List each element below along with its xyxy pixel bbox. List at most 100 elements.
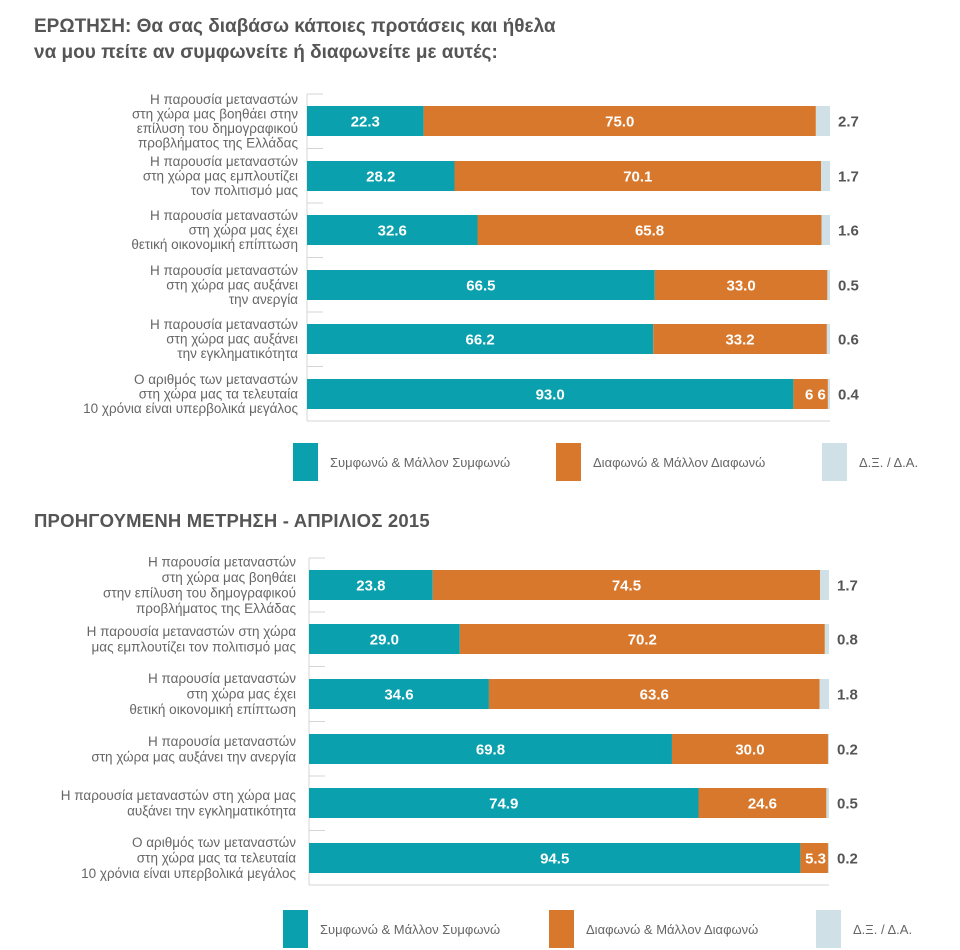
data-label-agree: 74.9 xyxy=(489,796,518,813)
bar-row: Η παρουσία μεταναστών στη χώρα μας αυξάνε… xyxy=(150,263,859,307)
category-label-line: 10 χρόνια είναι υπερβολικά μεγάλος xyxy=(81,866,296,881)
bar-segment-dk xyxy=(827,270,830,300)
bar-segment-disagree xyxy=(432,570,821,600)
data-label-dk: 0.6 xyxy=(838,332,859,349)
data-label-dk: 0.4 xyxy=(838,387,860,404)
bar-segment-disagree xyxy=(459,624,825,654)
category-label-line: στην επίλυση του δημογραφικού xyxy=(103,585,296,600)
category-label-line: Η παρουσία μεταναστών xyxy=(150,208,298,223)
data-label-agree: 69.8 xyxy=(476,742,505,759)
category-label-line: Ο αριθμός των μεταναστών xyxy=(134,372,298,387)
legend-item-dk: Δ.Ξ. / Δ.Α. xyxy=(822,443,918,481)
bar-segment-agree xyxy=(307,270,655,300)
category-label: Η παρουσία μεταναστών στη χώρα μας έχει θε… xyxy=(131,208,298,252)
bar-row: Η παρουσία μεταναστών στη χώρα μας αυξάνε… xyxy=(91,734,857,765)
category-label: Η παρουσία μεταναστών στη χώρα μας εμπλου… xyxy=(87,624,297,655)
bar-segment-disagree xyxy=(698,788,827,818)
legend-label-disagree: Διαφωνώ & Μάλλον Διαφωνώ xyxy=(586,921,759,937)
bar-segment-dk xyxy=(824,624,829,654)
bar-segment-dk xyxy=(815,106,830,136)
category-label: Η παρουσία μεταναστών στη χώρα μας αυξάνε… xyxy=(61,788,297,819)
category-label: Η παρουσία μεταναστών στη χώρα μας βοηθάε… xyxy=(132,92,299,151)
bar-segment-disagree xyxy=(671,734,828,764)
data-label-agree: 22.3 xyxy=(351,114,380,131)
data-label-dk: 0.5 xyxy=(837,796,858,813)
bar-segment-agree xyxy=(309,734,672,764)
bar-row: Η παρουσία μεταναστών στη χώρα μας έχει θε… xyxy=(131,208,859,252)
bar-segment-agree xyxy=(309,570,433,600)
category-label: Η παρουσία μεταναστών στη χώρα μας αυξάνε… xyxy=(150,263,298,307)
data-label-dk: 0.5 xyxy=(838,278,859,295)
bar-segment-dk xyxy=(821,161,830,191)
bar-row: Η παρουσία μεταναστών στη χώρα μας βοηθάε… xyxy=(103,554,858,616)
legend-item-agree: Συμφωνώ & Μάλλον Συμφωνώ xyxy=(293,443,510,481)
category-label-line: Η παρουσία μεταναστών xyxy=(148,554,296,569)
data-label-agree: 66.2 xyxy=(466,332,495,349)
question-title-line-2: να μου πείτε αν συμφωνείτε ή διαφωνείτε … xyxy=(34,42,498,63)
data-label-agree: 28.2 xyxy=(366,169,395,186)
category-label-line: προβλήματος της Ελλάδας xyxy=(138,135,299,150)
data-label-agree: 34.6 xyxy=(384,687,413,704)
category-label-line: επίλυση του δημογραφικού xyxy=(137,121,298,136)
bar-segment-agree xyxy=(309,788,699,818)
category-label-line: την ανεργία xyxy=(229,292,298,307)
category-label-line: Η παρουσία μεταναστών xyxy=(150,317,298,332)
category-label-line: Η παρουσία μεταναστών xyxy=(148,671,296,686)
data-label-disagree: 65.8 xyxy=(635,223,664,240)
bar-row: Ο αριθμός των μεταναστών στη χώρα μας τα … xyxy=(83,372,859,416)
data-label-dk: 1.7 xyxy=(837,578,858,595)
bar-row: Η παρουσία μεταναστών στη χώρα μας έχει θε… xyxy=(129,671,858,717)
category-label-line: Ο αριθμός των μεταναστών xyxy=(132,835,296,850)
previous-measurement-title: ΠΡΟΗΓΟΥΜΕΝΗ ΜΕΤΡΗΣΗ - ΑΠΡΙΛΙΟΣ 2015 xyxy=(34,510,430,531)
bar-segment-dk xyxy=(821,215,830,245)
category-label-line: στη χώρα μας αυξάνει xyxy=(166,332,298,347)
category-label-line: τον πολιτισμό μας xyxy=(191,183,299,198)
data-label-dk: 2.7 xyxy=(838,114,859,131)
bar-segment-agree xyxy=(309,624,460,654)
bar-segment-dk xyxy=(819,679,829,709)
bar-segment-agree xyxy=(309,843,801,873)
legend-current: Συμφωνώ & Μάλλον Συμφωνώ Διαφωνώ & Μάλλο… xyxy=(0,443,960,483)
legend-swatch-agree xyxy=(283,910,308,948)
data-label-disagree: 70.2 xyxy=(628,632,657,649)
bar-segment-dk xyxy=(826,324,830,354)
data-label-disagree: 33.2 xyxy=(725,332,754,349)
category-label-line: την εγκληματικότητα xyxy=(177,346,298,361)
data-label-agree: 29.0 xyxy=(370,632,399,649)
category-label-line: Η παρουσία μεταναστών xyxy=(150,154,298,169)
category-label: Η παρουσία μεταναστών στη χώρα μας αυξάνε… xyxy=(91,734,296,765)
legend-label-agree: Συμφωνώ & Μάλλον Συμφωνώ xyxy=(320,921,501,937)
category-label-line: στη χώρα μας τα τελευταία xyxy=(139,387,298,402)
bar-segment-disagree xyxy=(477,215,822,245)
data-label-dk: 0.8 xyxy=(837,632,858,649)
bar-segment-agree xyxy=(309,679,489,709)
bar-segment-disagree xyxy=(488,679,820,709)
legend-label-dk: Δ.Ξ. / Δ.Α. xyxy=(859,454,919,470)
data-label-dk: 1.6 xyxy=(838,223,859,240)
category-label-line: προβλήματος της Ελλάδας xyxy=(136,601,297,616)
legend-previous: Συμφωνώ & Μάλλον Συμφωνώ Διαφωνώ & Μάλλο… xyxy=(0,910,960,950)
category-label-line: στη χώρα μας βοηθάει xyxy=(162,570,296,585)
category-label-line: Η παρουσία μεταναστών στη χώρα xyxy=(87,624,297,639)
category-label-line: Η παρουσία μεταναστών xyxy=(150,92,298,107)
question-title-line-1: ΕΡΩΤΗΣΗ: Θα σας διαβάσω κάποιες προτάσει… xyxy=(34,16,556,37)
category-label: Ο αριθμός των μεταναστών στη χώρα μας τα … xyxy=(83,372,298,416)
legend-item-agree: Συμφωνώ & Μάλλον Συμφωνώ xyxy=(283,910,500,948)
legend-swatch-disagree xyxy=(556,443,581,481)
category-label: Ο αριθμός των μεταναστών στη χώρα μας τα … xyxy=(81,835,296,881)
bar-segment-disagree xyxy=(454,161,822,191)
bar-row: Η παρουσία μεταναστών στη χώρα μας εμπλου… xyxy=(87,624,858,655)
bar-segment-dk xyxy=(826,788,829,818)
category-label-line: στη χώρα μας αυξάνει την ανεργία xyxy=(91,749,296,764)
legend-item-disagree: Διαφωνώ & Μάλλον Διαφωνώ xyxy=(549,910,758,948)
data-label-disagree: 70.1 xyxy=(623,169,652,186)
data-label-agree: 93.0 xyxy=(536,387,565,404)
category-label-line: 10 χρόνια είναι υπερβολικά μεγάλος xyxy=(83,401,298,416)
legend-label-dk: Δ.Ξ. / Δ.Α. xyxy=(853,921,913,937)
legend-label-agree: Συμφωνώ & Μάλλον Συμφωνώ xyxy=(330,454,511,470)
data-label-agree: 66.5 xyxy=(466,278,495,295)
data-label-disagree: 63.6 xyxy=(640,687,669,704)
category-label-line: στη χώρα μας αυξάνει xyxy=(166,278,298,293)
category-label-line: Η παρουσία μεταναστών xyxy=(150,263,298,278)
